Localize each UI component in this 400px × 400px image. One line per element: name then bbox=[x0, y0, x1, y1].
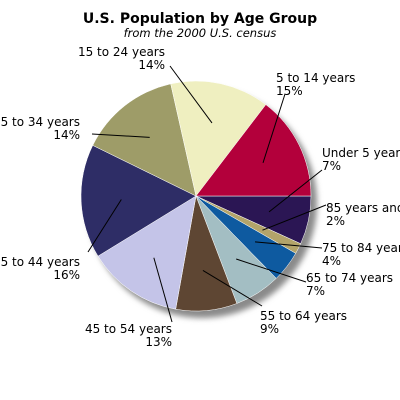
slice-category-label: Under 5 years bbox=[322, 146, 400, 160]
slice-category-label: 55 to 64 years bbox=[260, 309, 347, 323]
chart-title: U.S. Population by Age Group bbox=[83, 11, 317, 27]
leader-lines bbox=[87, 65, 327, 323]
slice-category-label: 25 to 34 years bbox=[0, 115, 80, 129]
slice-category-label: 65 to 74 years bbox=[306, 271, 393, 285]
pie-slice bbox=[195, 104, 312, 197]
slice-percent-label: 14% bbox=[138, 58, 165, 72]
leader-line bbox=[87, 199, 122, 253]
slice-label: 5 to 14 years 15% bbox=[276, 71, 355, 98]
leader-line bbox=[262, 93, 286, 164]
pie-slice bbox=[92, 83, 197, 197]
leader-line bbox=[91, 133, 150, 138]
slice-percent-label: 7% bbox=[322, 159, 341, 173]
slice-percent-label: 7% bbox=[306, 284, 325, 298]
slice-percent-label: 14% bbox=[53, 128, 80, 142]
leader-line bbox=[254, 241, 323, 249]
slice-label: 65 to 74 years 7% bbox=[306, 271, 393, 298]
slice-percent-label: 9% bbox=[260, 322, 279, 336]
slice-category-label: 75 to 84 years bbox=[322, 241, 400, 255]
slice-label: Under 5 years 7% bbox=[322, 146, 400, 173]
pie-slice bbox=[80, 145, 197, 257]
slice-label: 85 years and over2% bbox=[326, 201, 400, 228]
pie-slice bbox=[97, 195, 197, 310]
slice-category-label: 85 years and over bbox=[326, 201, 400, 215]
leader-line bbox=[169, 65, 213, 124]
slice-category-label: 15 to 24 years bbox=[78, 45, 165, 59]
slice-percent-label: 16% bbox=[53, 268, 80, 282]
slice-label: 15 to 24 years 14% bbox=[78, 45, 165, 72]
slice-percent-label: 2% bbox=[326, 214, 345, 228]
leader-line bbox=[236, 258, 307, 283]
pie-slices bbox=[80, 80, 312, 312]
slice-category-label: 35 to 44 years bbox=[0, 255, 80, 269]
slice-label: 25 to 34 years 14% bbox=[0, 115, 80, 142]
chart-subtitle: from the 2000 U.S. census bbox=[124, 26, 277, 40]
leader-line bbox=[262, 204, 327, 231]
leader-line bbox=[153, 257, 173, 323]
slice-percent-label: 4% bbox=[322, 254, 341, 268]
pie-slice bbox=[170, 80, 267, 197]
slice-label: 35 to 44 years 16% bbox=[0, 255, 80, 282]
leader-line bbox=[268, 169, 323, 213]
slice-percent-label: 13% bbox=[145, 335, 172, 349]
slice-label: 55 to 64 years 9% bbox=[260, 309, 347, 336]
slice-label: 45 to 54 years 13% bbox=[85, 322, 172, 349]
slice-percent-label: 15% bbox=[276, 84, 303, 98]
slice-category-label: 45 to 54 years bbox=[85, 322, 172, 336]
slice-category-label: 5 to 14 years bbox=[276, 71, 355, 85]
slice-label: 75 to 84 years4% bbox=[322, 241, 400, 268]
leader-line bbox=[202, 270, 263, 307]
